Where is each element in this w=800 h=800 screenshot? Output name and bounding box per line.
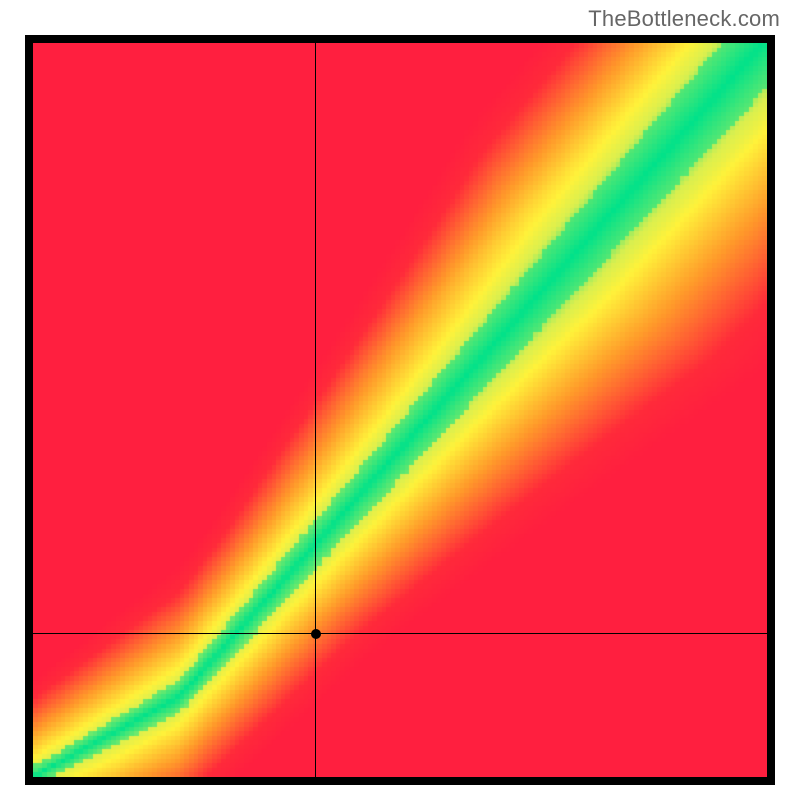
crosshair-vertical [315,43,316,777]
plot-area [33,43,767,777]
crosshair-marker [311,629,321,639]
crosshair-horizontal [33,633,767,634]
heatmap-canvas [33,43,767,777]
watermark-text: TheBottleneck.com [588,6,780,32]
